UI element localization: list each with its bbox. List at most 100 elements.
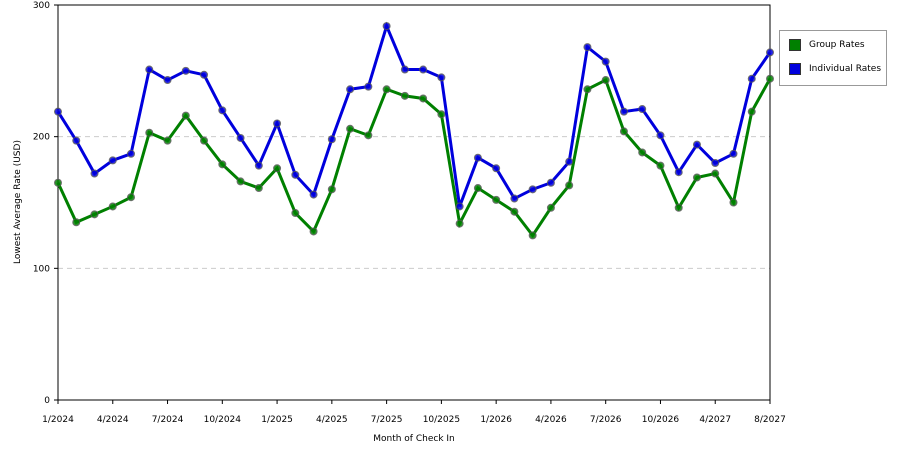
- point: [747, 74, 756, 83]
- point: [181, 66, 190, 75]
- point: [729, 198, 738, 207]
- point: [619, 107, 628, 116]
- legend-item: Individual Rates: [789, 59, 886, 79]
- x-tick-label: 10/2025: [423, 415, 460, 425]
- point: [583, 85, 592, 94]
- point: [492, 164, 501, 173]
- point: [473, 184, 482, 193]
- point: [674, 203, 683, 212]
- point: [163, 76, 172, 85]
- point: [382, 85, 391, 94]
- series-line: [56, 77, 772, 238]
- point: [72, 136, 81, 145]
- plot-frame: [57, 4, 771, 401]
- point: [200, 136, 209, 145]
- point: [711, 159, 720, 167]
- point: [455, 219, 464, 228]
- point: [455, 202, 464, 211]
- point: [108, 156, 117, 165]
- x-tick-label: 4/2024: [97, 415, 129, 425]
- point: [638, 105, 647, 114]
- point: [127, 193, 136, 202]
- point: [601, 76, 610, 85]
- point: [254, 184, 263, 193]
- point: [200, 70, 209, 79]
- x-tick-label: 1/2025: [261, 415, 293, 425]
- x-tick-label: 4/2026: [535, 415, 567, 425]
- x-tick-label: 10/2026: [642, 415, 680, 425]
- point: [327, 185, 336, 194]
- point: [419, 94, 428, 103]
- legend-label: Group Rates: [809, 40, 865, 50]
- point: [72, 218, 81, 227]
- point: [766, 74, 774, 83]
- point: [273, 119, 282, 128]
- point: [583, 43, 592, 52]
- x-axis-label: Month of Check In: [373, 434, 455, 444]
- point: [145, 65, 154, 74]
- point: [364, 82, 373, 91]
- point: [163, 136, 172, 145]
- point: [273, 164, 282, 173]
- point: [327, 135, 336, 144]
- point: [236, 133, 245, 142]
- y-tick-label: 0: [44, 396, 50, 406]
- point: [510, 194, 519, 203]
- point: [528, 231, 537, 240]
- point: [546, 178, 555, 187]
- point: [692, 140, 701, 149]
- point: [346, 85, 355, 94]
- point: [127, 149, 136, 158]
- point: [254, 161, 263, 170]
- point: [619, 127, 628, 136]
- point: [291, 209, 300, 218]
- point: [108, 202, 117, 211]
- point: [400, 65, 409, 74]
- point: [674, 168, 683, 177]
- point: [656, 161, 665, 170]
- point: [510, 207, 519, 216]
- legend-swatch: [789, 39, 801, 51]
- x-tick-label: 1/2026: [480, 415, 512, 425]
- point: [236, 177, 245, 186]
- point: [747, 107, 756, 116]
- x-tick-label: 7/2024: [152, 415, 184, 425]
- y-axis-label: Lowest Average Rate (USD): [13, 140, 23, 264]
- point: [766, 48, 774, 57]
- x-tick-label: 7/2025: [371, 415, 403, 425]
- legend: Group Rates Individual Rates: [779, 30, 887, 86]
- point: [419, 65, 428, 74]
- legend-item: Group Rates: [789, 35, 886, 55]
- point: [729, 149, 738, 158]
- x-tick-label: 8/2027: [754, 415, 786, 425]
- y-tick-label: 300: [33, 1, 50, 11]
- point: [528, 185, 537, 194]
- y-tick-label: 100: [33, 264, 50, 274]
- x-tick-label: 4/2027: [699, 415, 731, 425]
- x-tick-label: 10/2024: [204, 415, 242, 425]
- point: [565, 181, 574, 190]
- point: [54, 178, 62, 187]
- point: [218, 106, 227, 115]
- point: [656, 131, 665, 140]
- series-line: [56, 21, 772, 207]
- point: [54, 107, 62, 116]
- legend-label: Individual Rates: [809, 64, 882, 74]
- legend-swatch: [789, 63, 801, 75]
- point: [546, 203, 555, 212]
- point: [565, 157, 574, 166]
- point: [291, 170, 300, 179]
- y-tick-label: 200: [33, 133, 50, 143]
- point: [400, 91, 409, 100]
- x-tick-label: 1/2024: [42, 415, 74, 425]
- point: [218, 160, 227, 169]
- point: [473, 153, 482, 162]
- point: [492, 195, 501, 204]
- point: [181, 111, 190, 120]
- point: [364, 131, 373, 140]
- x-tick-label: 7/2026: [590, 415, 622, 425]
- point: [692, 173, 701, 182]
- point: [346, 124, 355, 133]
